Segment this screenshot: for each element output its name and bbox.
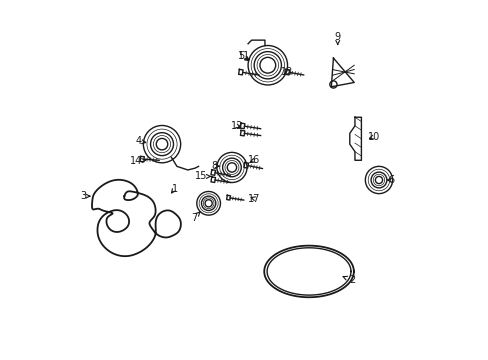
Text: 1: 1 bbox=[171, 184, 177, 194]
Text: 7: 7 bbox=[191, 212, 200, 222]
Text: 10: 10 bbox=[366, 132, 379, 142]
Text: 3: 3 bbox=[80, 191, 90, 201]
Text: 13: 13 bbox=[281, 67, 293, 77]
Text: 2: 2 bbox=[343, 275, 354, 285]
Text: 9: 9 bbox=[334, 32, 340, 45]
Text: 15: 15 bbox=[194, 171, 210, 181]
Text: 8: 8 bbox=[210, 161, 220, 171]
Text: 11: 11 bbox=[237, 51, 249, 61]
Text: 6: 6 bbox=[386, 175, 394, 185]
Text: 4: 4 bbox=[135, 136, 145, 146]
Text: 5: 5 bbox=[237, 51, 249, 61]
Text: 12: 12 bbox=[231, 121, 243, 131]
Text: 17: 17 bbox=[248, 194, 260, 204]
Text: 16: 16 bbox=[248, 155, 260, 165]
Text: 14: 14 bbox=[130, 156, 145, 166]
